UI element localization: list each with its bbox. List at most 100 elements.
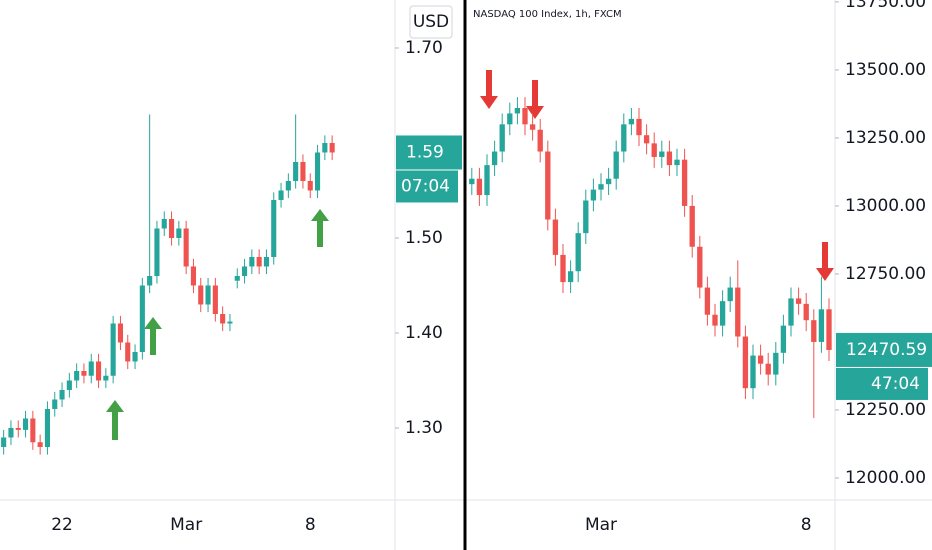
candle-body	[300, 161, 306, 181]
y-tick-label: 12000.00	[845, 468, 926, 488]
down-arrow	[480, 70, 498, 109]
down-arrow	[526, 80, 544, 119]
candle-body	[66, 380, 72, 390]
candle-body	[522, 107, 528, 125]
price-label: 1.59	[406, 142, 444, 162]
candle-body	[241, 266, 248, 276]
candle-body	[293, 161, 299, 181]
candle-body	[132, 351, 138, 362]
price-label: 12470.59	[846, 340, 927, 360]
candle-body	[484, 165, 490, 196]
candle-body	[529, 124, 536, 130]
candle-body	[567, 271, 574, 283]
candle-body	[176, 228, 182, 238]
candle-body	[552, 219, 559, 255]
y-tick-label: 12250.00	[845, 400, 926, 420]
candle-body	[757, 355, 764, 364]
candle-body	[88, 361, 94, 376]
candle-body	[205, 285, 211, 305]
candle-body	[742, 336, 749, 389]
up-arrow	[311, 209, 329, 247]
candle-body	[537, 129, 543, 152]
price-label-box	[396, 135, 462, 170]
price-label-box	[836, 332, 932, 367]
candle-body	[314, 152, 321, 191]
currency: USD	[413, 12, 449, 32]
candle-body	[154, 228, 160, 276]
currency-box[interactable]	[409, 5, 453, 39]
countdown-box	[836, 367, 928, 400]
y-tick-label: 13250.00	[845, 128, 926, 148]
up-arrow	[144, 317, 162, 355]
candle-body	[621, 124, 627, 152]
x-tick-label: 22	[51, 515, 73, 535]
candle-body	[826, 309, 832, 350]
candle-body	[666, 151, 673, 166]
candle-body	[271, 199, 277, 257]
candle-body	[117, 323, 124, 343]
candle-body	[44, 408, 51, 447]
candle-body	[727, 287, 733, 302]
candle-body	[220, 313, 226, 324]
candle-body	[773, 352, 779, 375]
y-tick-label: 1.40	[405, 323, 443, 343]
candle-body	[59, 389, 65, 400]
countdown: 07:04	[401, 176, 450, 196]
candle-body	[256, 256, 262, 267]
y-tick-label: 13750.00	[845, 0, 926, 12]
y-tick-label: 13500.00	[845, 60, 926, 80]
countdown-box	[396, 170, 458, 203]
candle-body	[1, 437, 7, 447]
candle-body	[30, 418, 36, 443]
x-tick-label: 8	[801, 515, 812, 535]
candle-body	[278, 190, 284, 200]
candle-body	[788, 298, 794, 326]
candle-body	[168, 218, 175, 238]
candle-body	[329, 142, 335, 153]
candle-body	[139, 285, 145, 352]
candle-body	[719, 301, 726, 326]
candle-body	[674, 159, 680, 166]
candle-body	[263, 256, 270, 267]
candle-body	[52, 399, 58, 409]
candle-body	[636, 118, 642, 136]
candle-body	[499, 124, 505, 152]
candle-body	[249, 256, 255, 267]
candle-body	[780, 325, 787, 353]
candle-body	[161, 218, 167, 229]
candle-body	[491, 151, 498, 166]
candle-body	[659, 151, 665, 157]
candle-body	[811, 320, 817, 342]
candle-body	[285, 180, 291, 191]
candle-body	[476, 178, 483, 196]
candle-body	[22, 418, 29, 430]
chart-title: NASDAQ 100 Index, 1h, FXCM	[473, 9, 622, 20]
y-tick-label: 13000.00	[845, 196, 926, 216]
candle-body	[605, 178, 612, 185]
candle-body	[628, 118, 635, 125]
candle-body	[712, 314, 718, 326]
arrows	[106, 209, 329, 440]
candle-body	[110, 323, 116, 376]
candle-body	[95, 361, 102, 381]
candle-body	[227, 321, 233, 324]
candle-body	[125, 342, 131, 362]
candle-body	[583, 200, 589, 234]
down-arrow	[816, 242, 834, 281]
y-tick-label: 1.30	[405, 418, 443, 438]
y-tick-label: 12750.00	[845, 264, 926, 284]
y-tick-label: 1.70	[405, 38, 443, 58]
candle-body	[190, 266, 197, 286]
candle-body	[818, 309, 825, 342]
candle-body	[8, 427, 14, 438]
candle-body	[545, 151, 551, 220]
candle-body	[212, 285, 218, 314]
plot	[1, 114, 335, 455]
x-tick-label: Mar	[585, 515, 617, 535]
candle-body	[795, 298, 802, 304]
candle-body	[81, 370, 87, 376]
candle-body	[643, 135, 650, 144]
candle-body	[15, 427, 21, 430]
candle-body	[74, 370, 80, 381]
